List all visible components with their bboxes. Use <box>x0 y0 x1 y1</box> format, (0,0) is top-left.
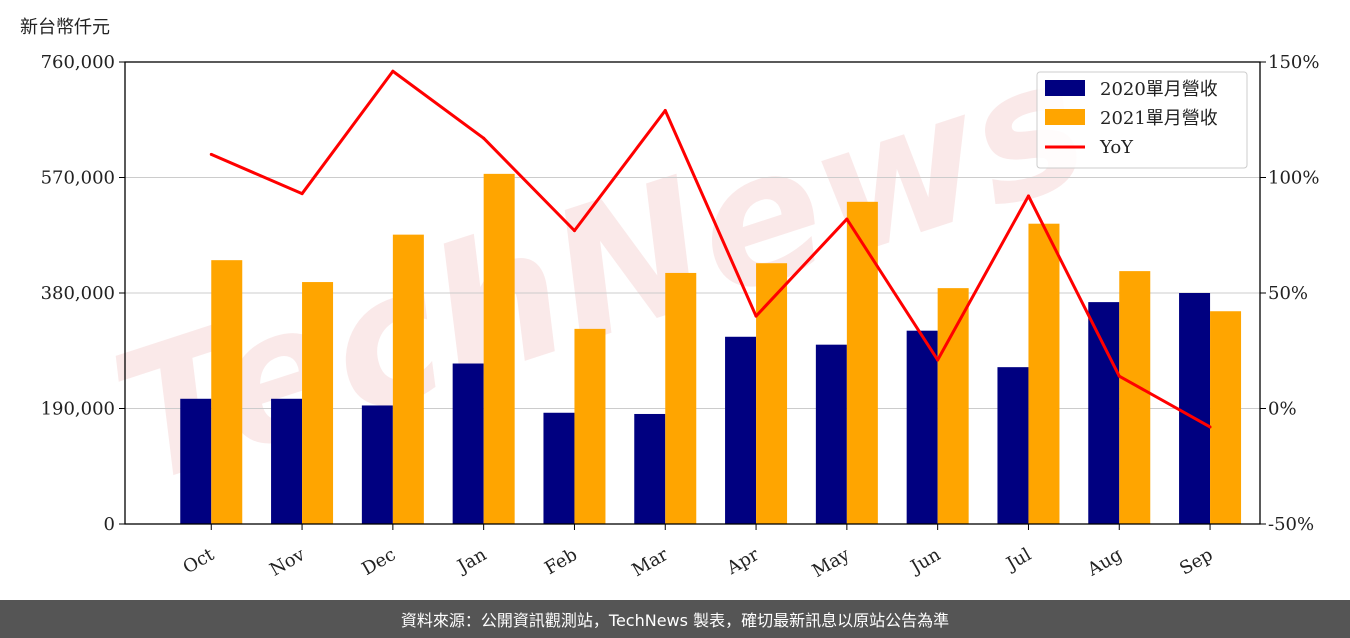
bar-2021 <box>846 201 878 524</box>
x-tick-label: Apr <box>722 544 762 579</box>
x-tick-label: Aug <box>1083 544 1126 581</box>
x-tick-label: Sep <box>1176 544 1216 579</box>
bar-2020 <box>543 412 575 524</box>
bar-2020 <box>180 398 212 524</box>
revenue-chart: TechNews 新台幣仟元 0190,000380,000570,000760… <box>20 17 1319 582</box>
legend-label-yoy: YoY <box>1099 137 1134 158</box>
yoy-point <box>754 314 758 318</box>
bar-2021 <box>302 282 334 524</box>
yoy-series <box>209 69 1212 429</box>
x-tick-label: Feb <box>541 544 581 579</box>
x-tick-label: Mar <box>629 544 673 581</box>
bar-2021 <box>392 234 424 525</box>
right-axis-ticks: -50% 0% 50% 100% 150% <box>1260 52 1319 535</box>
y2-tick-label: 50% <box>1268 283 1308 304</box>
y-axis-label: 新台幣仟元 <box>20 17 110 38</box>
bar-2020 <box>361 405 393 524</box>
yoy-point <box>572 229 576 233</box>
y-tick-label: 760,000 <box>41 52 115 73</box>
bar-2021 <box>665 272 697 524</box>
bar-2020 <box>725 336 757 524</box>
x-tick-label: Jan <box>452 544 490 578</box>
bar-2020 <box>1088 302 1120 524</box>
y2-tick-label: 0% <box>1268 399 1297 420</box>
yoy-point <box>936 358 940 362</box>
y2-tick-label: -50% <box>1268 514 1314 535</box>
y2-tick-label: 100% <box>1268 168 1319 189</box>
y-tick-label: 380,000 <box>41 283 115 304</box>
footer-text: 資料來源：公開資訊觀測站，TechNews 製表，確切最新訊息以原站公告為準 <box>400 611 950 630</box>
yoy-point <box>482 136 486 140</box>
yoy-point <box>391 69 395 73</box>
x-tick-label: May <box>809 544 854 582</box>
x-tick-label: Oct <box>179 544 218 579</box>
y-tick-label: 570,000 <box>41 168 115 189</box>
x-tick-label: Nov <box>266 544 309 581</box>
y-tick-label: 0 <box>104 514 115 535</box>
x-axis-ticks: Oct Nov Dec Jan Feb Mar Apr May Jun Jul Aug Sep <box>179 524 1217 582</box>
yoy-point <box>1117 374 1121 378</box>
legend-label-2021: 2021單月營收 <box>1100 108 1218 129</box>
bar-2020 <box>815 344 847 524</box>
bar-2021 <box>937 288 969 524</box>
yoy-point <box>663 109 667 113</box>
bar-2020 <box>271 398 303 524</box>
x-tick-label: Jun <box>906 544 945 579</box>
y-tick-label: 190,000 <box>41 399 115 420</box>
legend-box <box>1036 71 1248 169</box>
yoy-point <box>300 192 304 196</box>
yoy-point <box>1026 194 1030 198</box>
bar-2021 <box>574 328 606 524</box>
bar-2021 <box>1210 311 1242 524</box>
legend-swatch-2020 <box>1045 80 1085 96</box>
yoy-point <box>1208 425 1212 429</box>
bar-2020 <box>634 413 666 524</box>
source-footer: 資料來源：公開資訊觀測站，TechNews 製表，確切最新訊息以原站公告為準 <box>0 600 1350 638</box>
left-axis-ticks: 0 190,000 380,000 570,000 760,000 <box>41 52 125 535</box>
bar-2020 <box>906 330 938 524</box>
bar-2021 <box>211 260 243 524</box>
bar-2021 <box>1119 271 1151 524</box>
x-tick-label: Dec <box>358 544 399 580</box>
bar-2021 <box>756 263 788 524</box>
x-tick-label: Jul <box>1001 544 1035 576</box>
yoy-point <box>845 217 849 221</box>
bar-2020 <box>997 367 1029 524</box>
legend-label-2020: 2020單月營收 <box>1100 79 1218 100</box>
bar-2021 <box>483 173 515 524</box>
bar-2020 <box>452 363 484 524</box>
yoy-line <box>210 69 1211 429</box>
legend-swatch-2021 <box>1045 109 1085 125</box>
bar-2020 <box>1179 293 1211 524</box>
bars <box>180 173 1242 525</box>
bar-2021 <box>1028 223 1060 524</box>
y2-tick-label: 150% <box>1268 52 1319 73</box>
legend: 2020單月營收 2021單月營收 YoY <box>1036 71 1248 169</box>
yoy-point <box>209 152 213 156</box>
